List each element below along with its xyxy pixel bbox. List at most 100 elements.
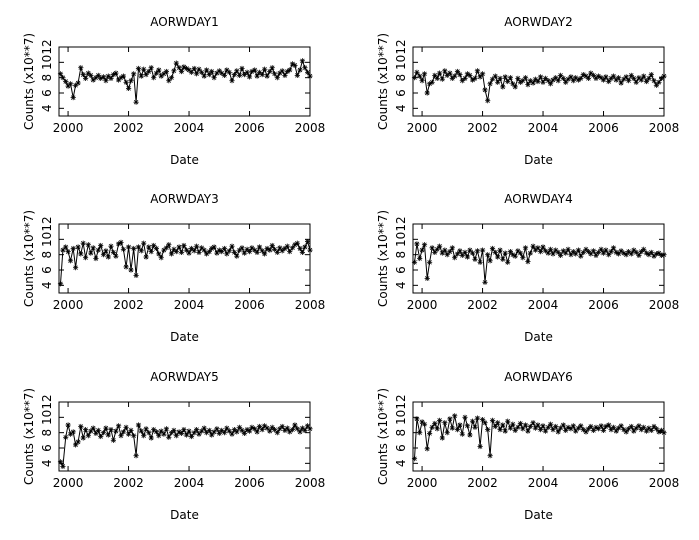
data-point xyxy=(80,435,86,441)
data-point xyxy=(143,426,149,432)
data-point xyxy=(173,249,179,255)
x-tick-label: 2006 xyxy=(234,121,265,135)
data-point xyxy=(570,78,576,84)
data-point xyxy=(241,71,247,78)
data-point xyxy=(279,68,285,74)
data-point xyxy=(65,249,71,255)
data-point xyxy=(85,70,91,76)
data-point xyxy=(226,248,232,254)
data-point xyxy=(603,247,609,253)
data-point xyxy=(555,78,561,84)
data-point xyxy=(500,84,506,90)
data-point xyxy=(547,246,554,252)
data-point xyxy=(646,75,652,82)
data-point xyxy=(560,422,566,428)
data-point xyxy=(467,432,473,438)
data-point xyxy=(131,433,137,439)
data-point xyxy=(128,78,134,84)
data-point xyxy=(229,431,235,437)
x-tick-label: 2006 xyxy=(588,121,619,135)
chart-title: AORWDAY5 xyxy=(150,370,218,384)
data-point xyxy=(575,425,582,431)
data-point xyxy=(414,241,420,247)
data-point xyxy=(432,420,438,427)
data-point xyxy=(105,254,111,260)
data-point xyxy=(487,81,493,87)
data-point xyxy=(95,427,101,433)
y-tick-label: 4 xyxy=(394,105,408,113)
data-point xyxy=(467,72,473,79)
data-point xyxy=(625,78,632,84)
data-point xyxy=(254,73,260,79)
y-tick-label: 8 xyxy=(40,429,54,437)
data-point xyxy=(517,250,524,256)
y-tick-label: 4 xyxy=(394,282,408,290)
data-point xyxy=(429,424,435,430)
data-point xyxy=(85,433,91,439)
data-point xyxy=(535,78,541,85)
data-point xyxy=(537,427,544,433)
data-point xyxy=(527,423,533,430)
data-point xyxy=(82,255,89,261)
data-point xyxy=(194,243,200,249)
data-point xyxy=(623,252,629,258)
data-point xyxy=(568,252,574,258)
data-point xyxy=(512,253,518,259)
data-point xyxy=(214,426,220,432)
data-point xyxy=(480,71,486,77)
data-point xyxy=(583,429,589,435)
data-point xyxy=(507,75,513,81)
data-point xyxy=(231,249,237,255)
data-point xyxy=(108,427,114,433)
data-point xyxy=(661,430,667,436)
data-point xyxy=(575,247,582,253)
data-point xyxy=(648,71,654,78)
x-axis-label: Date xyxy=(524,330,553,344)
data-point xyxy=(110,249,117,255)
data-point xyxy=(578,253,584,259)
data-point xyxy=(477,74,483,80)
data-point xyxy=(269,65,275,71)
data-point xyxy=(88,250,94,256)
y-tick-label: 10 xyxy=(394,55,408,70)
y-tick-label: 4 xyxy=(40,105,54,113)
x-tick-label: 2004 xyxy=(528,298,559,312)
y-tick-label: 10 xyxy=(394,232,408,247)
data-point xyxy=(63,244,69,250)
data-point xyxy=(78,251,84,257)
data-point xyxy=(294,240,300,246)
data-point xyxy=(209,68,215,75)
data-point xyxy=(527,250,533,256)
y-tick-label: 10 xyxy=(40,55,54,70)
data-point xyxy=(628,72,634,79)
data-point xyxy=(307,73,313,79)
data-point xyxy=(492,249,498,255)
data-point xyxy=(540,79,546,85)
data-point xyxy=(421,242,428,248)
y-tick-label: 12 xyxy=(394,216,408,231)
data-point xyxy=(305,423,311,429)
data-point xyxy=(610,424,617,430)
data-point xyxy=(661,252,667,258)
data-point xyxy=(598,246,604,252)
data-point xyxy=(110,437,117,443)
data-point xyxy=(184,432,190,438)
data-point xyxy=(209,432,215,438)
data-point xyxy=(631,428,637,434)
data-point xyxy=(417,255,423,262)
data-point xyxy=(103,425,109,431)
data-point xyxy=(447,70,453,76)
data-point xyxy=(580,427,586,433)
data-point xyxy=(284,243,290,249)
x-tick-label: 2002 xyxy=(467,476,498,490)
data-point xyxy=(206,249,212,255)
x-tick-label: 2002 xyxy=(113,298,144,312)
data-point xyxy=(532,425,539,431)
data-point xyxy=(540,244,546,250)
data-point xyxy=(439,435,445,441)
data-point xyxy=(414,416,420,422)
data-point xyxy=(427,430,433,436)
data-point xyxy=(249,245,255,251)
